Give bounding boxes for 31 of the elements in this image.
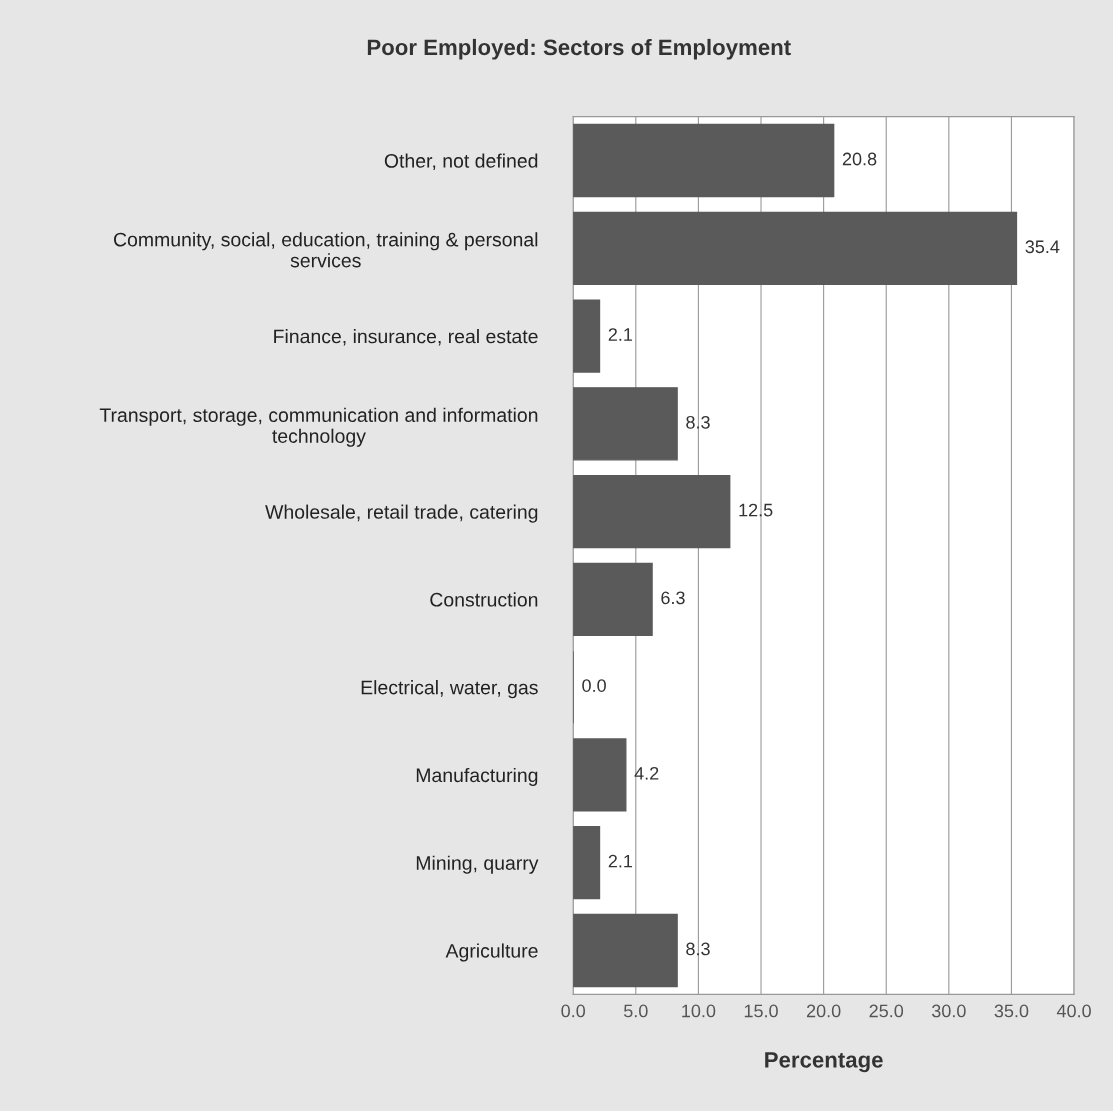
data-label: 2.1 bbox=[608, 854, 633, 868]
x-axis-title: Percentage bbox=[765, 1052, 883, 1073]
x-tick-label: 25.0 bbox=[869, 1004, 904, 1018]
x-tick-label: 0.0 bbox=[561, 1004, 586, 1018]
y-tick-label: Agriculture bbox=[445, 943, 538, 962]
x-tick-label: 35.0 bbox=[994, 1004, 1029, 1018]
data-label: 8.3 bbox=[686, 415, 710, 429]
data-label: 4.2 bbox=[634, 766, 659, 780]
data-label: 2.1 bbox=[608, 328, 633, 341]
data-label: 6.3 bbox=[661, 591, 685, 605]
data-label: 0.0 bbox=[582, 679, 606, 692]
y-tick-label: Finance, insurance, real estate bbox=[274, 329, 538, 346]
data-label: 20.8 bbox=[842, 152, 877, 166]
x-tick-label: 15.0 bbox=[744, 1004, 778, 1018]
data-label: 12.5 bbox=[739, 503, 773, 517]
data-label: 8.3 bbox=[686, 942, 710, 956]
y-tick-label: Mining, quarry bbox=[416, 855, 539, 874]
y-tick-label: Electrical, water, gas bbox=[361, 680, 538, 699]
x-tick-label: 20.0 bbox=[806, 1004, 841, 1018]
y-tick-label: Transport, storage, communication and information technology bbox=[99, 407, 538, 447]
x-tick-label: 30.0 bbox=[931, 1004, 966, 1018]
y-tick-label: Manufacturing bbox=[416, 767, 538, 786]
y-tick-label: Construction bbox=[430, 592, 538, 607]
chart-title: Poor Employed: Sectors of Employment bbox=[367, 38, 791, 60]
x-tick-label: 10.0 bbox=[682, 1004, 716, 1018]
y-tick-label: Other, not defined bbox=[384, 153, 538, 171]
x-tick-label: 5.0 bbox=[623, 1004, 648, 1018]
y-tick-label: Community, social, education, training & personal services bbox=[114, 232, 538, 268]
data-label: 35.4 bbox=[1025, 240, 1060, 254]
x-tick-label: 40.0 bbox=[1056, 1004, 1091, 1018]
y-tick-label: Wholesale, retail trade, catering bbox=[265, 504, 538, 523]
